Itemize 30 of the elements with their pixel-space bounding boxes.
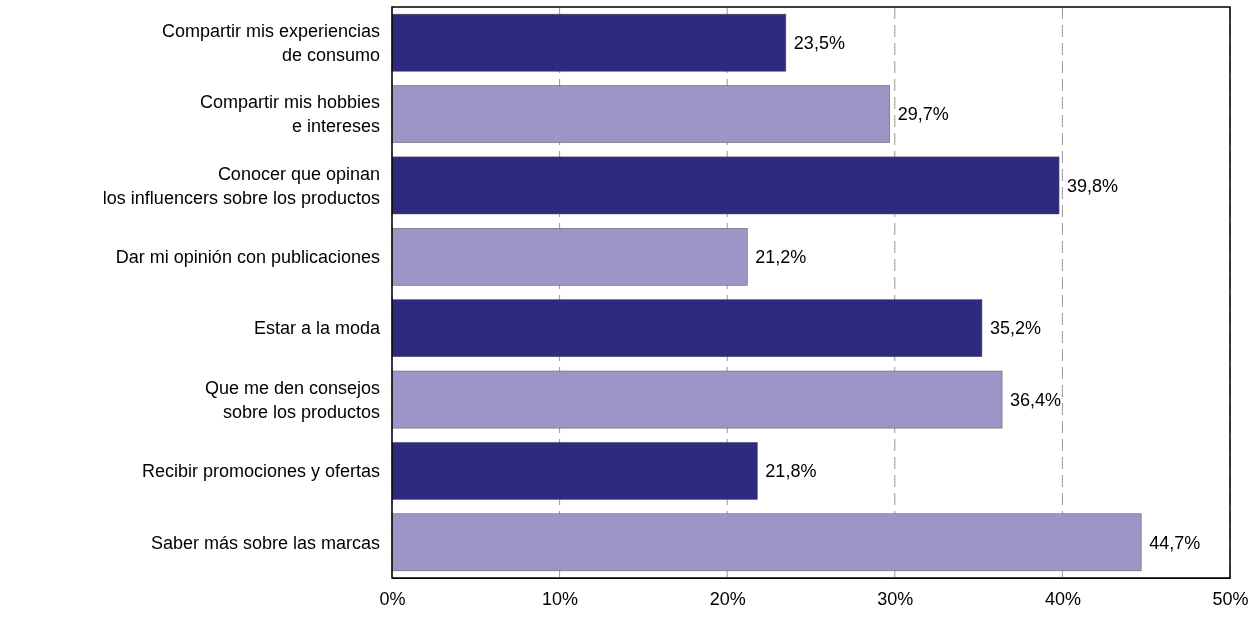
- y-tick-label: Estar a la moda: [253, 318, 381, 339]
- bar: [391, 85, 891, 143]
- bar: [391, 513, 1142, 572]
- y-tick-label: Compartir mis hobbies e intereses: [199, 92, 380, 137]
- y-tick-label: Dar mi opinión con publicaciones: [115, 247, 380, 268]
- data-label: 39,8%: [1067, 175, 1119, 196]
- x-tick-label: 40%: [1044, 588, 1081, 609]
- x-tick-label: 30%: [877, 588, 914, 609]
- x-tick-label: 0%: [379, 588, 406, 609]
- data-label: 36,4%: [1010, 389, 1062, 410]
- y-tick-label: Saber más sobre las marcas: [150, 532, 380, 553]
- bar: [391, 442, 758, 500]
- data-label: 29,7%: [897, 104, 949, 125]
- data-label: 23,5%: [793, 32, 845, 53]
- bar: [391, 13, 787, 72]
- data-label: 44,7%: [1149, 532, 1201, 553]
- bar: [391, 370, 1003, 429]
- bar: [391, 156, 1060, 215]
- y-tick-label: Compartir mis experiencias de consumo: [161, 20, 380, 65]
- y-tick-label: Recibir promociones y ofertas: [141, 461, 380, 482]
- x-tick-label: 50%: [1212, 588, 1249, 609]
- data-label: 35,2%: [989, 318, 1041, 339]
- data-label: 21,2%: [755, 247, 807, 268]
- x-tick-label: 10%: [542, 588, 579, 609]
- data-label: 21,8%: [765, 461, 817, 482]
- bar: [391, 228, 748, 286]
- y-tick-label: Que me den consejos sobre los productos: [204, 377, 380, 422]
- x-tick-label: 20%: [709, 588, 746, 609]
- y-tick-label: Conocer que opinan los influencers sobre los productos: [102, 163, 380, 208]
- bar: [391, 299, 983, 357]
